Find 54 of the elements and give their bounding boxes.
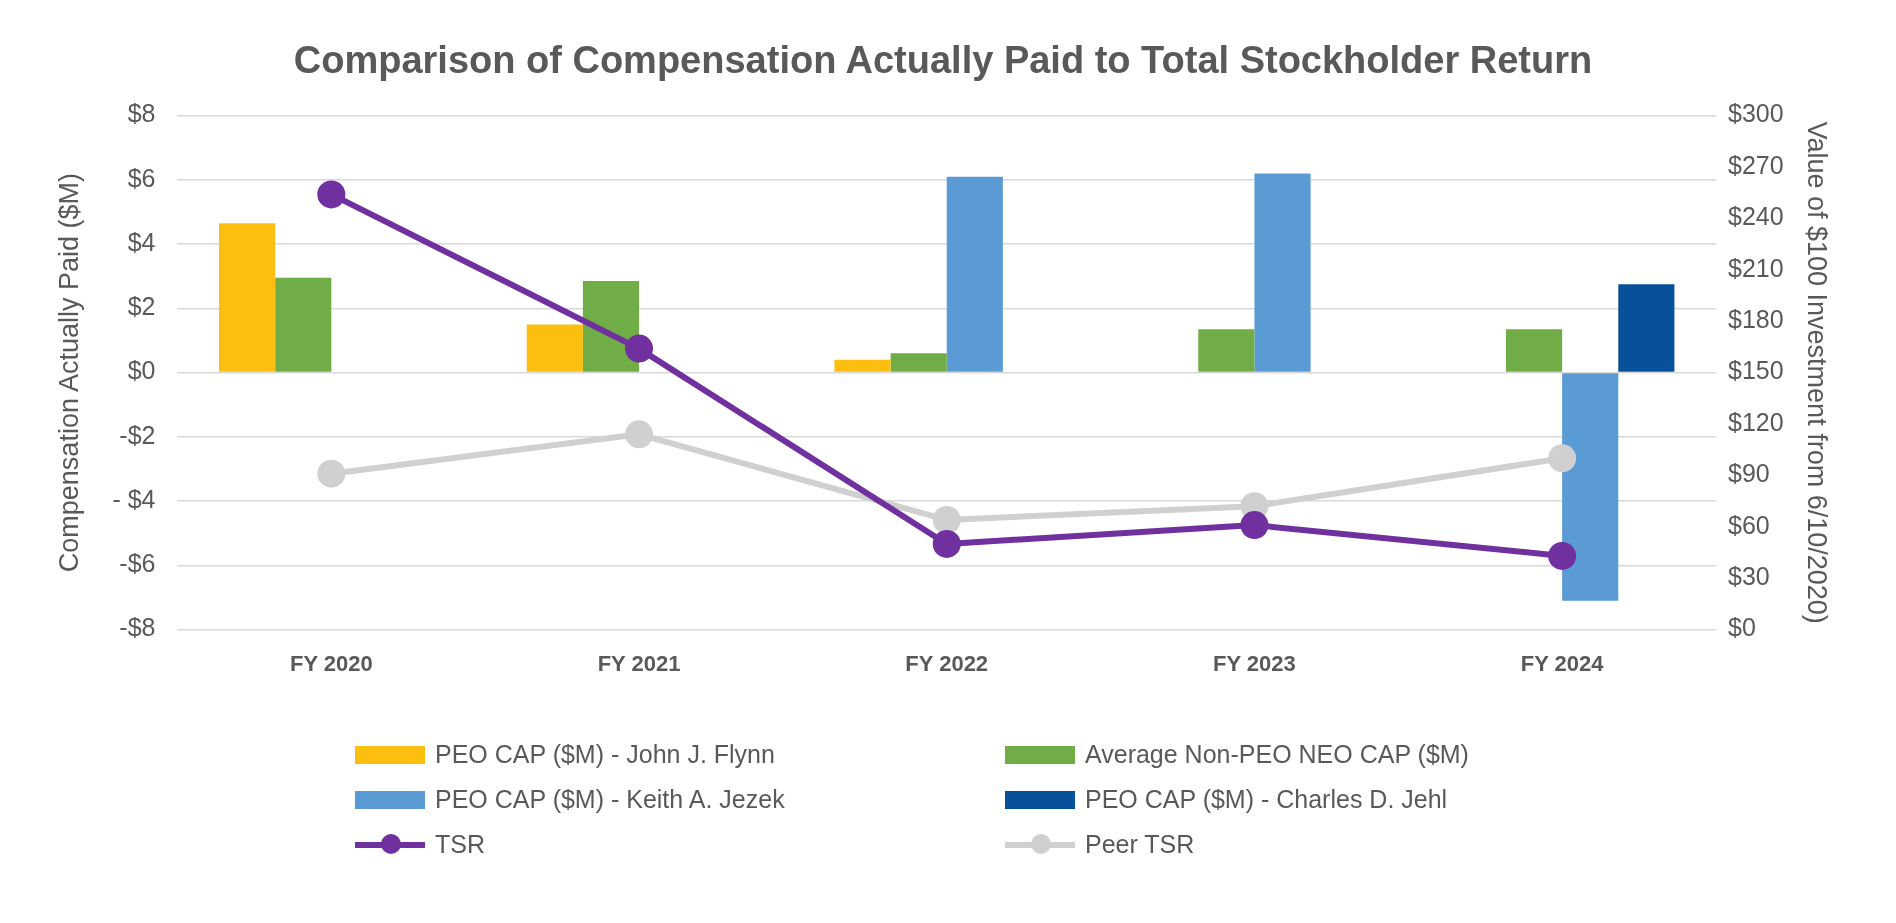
point bbox=[625, 334, 654, 363]
y-tick-label: $8 bbox=[127, 99, 156, 128]
bar bbox=[219, 223, 276, 372]
bar bbox=[1254, 173, 1311, 372]
point bbox=[1548, 444, 1577, 473]
y-tick-label: $6 bbox=[127, 163, 156, 192]
legend-label: Peer TSR bbox=[1085, 830, 1195, 859]
point bbox=[932, 505, 961, 534]
bar bbox=[526, 324, 583, 372]
y2-tick-label: $150 bbox=[1727, 356, 1784, 385]
legend-label: Average Non-PEO NEO CAP ($M) bbox=[1085, 740, 1469, 769]
y2-tick-label: $270 bbox=[1727, 150, 1784, 179]
y-axis-title: Compensation Actually Paid ($M) bbox=[53, 173, 84, 573]
y2-tick-label: $210 bbox=[1727, 253, 1784, 282]
y2-tick-label: $90 bbox=[1727, 459, 1770, 488]
point bbox=[625, 420, 654, 449]
legend-label: PEO CAP ($M) - Keith A. Jezek bbox=[435, 785, 785, 814]
y2-tick-label: $180 bbox=[1727, 305, 1784, 334]
point bbox=[932, 529, 961, 558]
y-tick-label: - $4 bbox=[112, 484, 156, 513]
x-tick-label: FY 2023 bbox=[1213, 650, 1296, 676]
y-tick-label: $4 bbox=[127, 227, 156, 256]
bar bbox=[946, 176, 1003, 372]
bar bbox=[1618, 284, 1675, 372]
chart-title: Comparison of Compensation Actually Paid to Total Stockholder Return bbox=[293, 39, 1593, 82]
y-tick-label: -$8 bbox=[119, 613, 156, 642]
y-tick-label: -$6 bbox=[119, 549, 156, 578]
point bbox=[317, 459, 346, 488]
bar bbox=[1198, 329, 1255, 372]
point bbox=[317, 180, 346, 209]
y-tick-label: -$2 bbox=[119, 420, 156, 449]
y2-tick-label: $120 bbox=[1727, 407, 1784, 436]
bar bbox=[890, 353, 947, 372]
y2-tick-label: $240 bbox=[1727, 202, 1784, 231]
y2-tick-label: $0 bbox=[1727, 613, 1756, 642]
y2-tick-label: $300 bbox=[1727, 99, 1784, 128]
bar bbox=[1562, 373, 1619, 601]
y2-tick-label: $60 bbox=[1727, 510, 1770, 539]
x-tick-label: FY 2022 bbox=[905, 650, 989, 676]
y-tick-label: $0 bbox=[127, 356, 156, 385]
legend-label: PEO CAP ($M) - Charles D. Jehl bbox=[1085, 785, 1448, 814]
x-tick-label: FY 2020 bbox=[289, 650, 373, 676]
legend-label: TSR bbox=[435, 830, 485, 859]
point bbox=[1240, 511, 1269, 540]
x-tick-label: FY 2021 bbox=[597, 650, 681, 676]
bar bbox=[275, 277, 332, 372]
point bbox=[1548, 541, 1577, 570]
y2-axis-title: Value of $100 Investment from 6/10/2020) bbox=[1802, 121, 1833, 624]
x-tick-label: FY 2024 bbox=[1520, 650, 1605, 676]
bar bbox=[1505, 329, 1563, 372]
y-tick-label: $2 bbox=[127, 292, 156, 321]
y2-tick-label: $30 bbox=[1727, 562, 1770, 591]
legend-label: PEO CAP ($M) - John J. Flynn bbox=[435, 740, 775, 769]
bar bbox=[834, 359, 891, 372]
